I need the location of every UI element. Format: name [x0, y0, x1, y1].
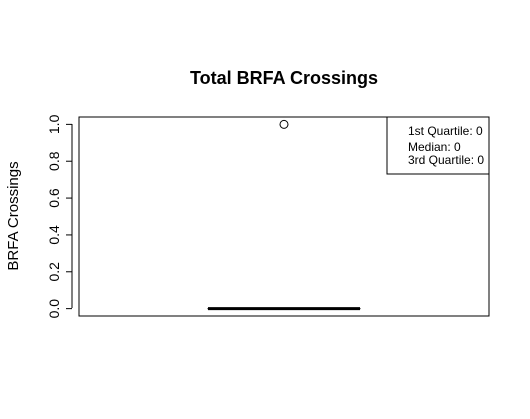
chart-legend: 1st Quartile: 0 Median: 0 3rd Quartile: … [387, 117, 489, 174]
y-tick-label: 0.2 [46, 262, 62, 282]
legend-entry-median: Median: 0 [408, 140, 461, 154]
y-tick-label: 0.8 [46, 151, 62, 171]
legend-entry-q1: 1st Quartile: 0 [408, 124, 483, 138]
boxplot-marks [208, 120, 360, 308]
y-tick-label: 0.0 [46, 299, 62, 319]
y-tick-label: 1.0 [46, 114, 62, 134]
outlier-point [280, 120, 288, 128]
y-tick-label: 0.4 [46, 225, 62, 245]
y-axis-label: BRFA Crossings [5, 161, 22, 270]
chart-title: Total BRFA Crossings [190, 68, 378, 88]
y-tick-label: 0.6 [46, 188, 62, 208]
y-axis: 0.0 0.2 0.4 0.6 0.8 1.0 [46, 114, 72, 318]
legend-entry-q3: 3rd Quartile: 0 [408, 153, 484, 167]
